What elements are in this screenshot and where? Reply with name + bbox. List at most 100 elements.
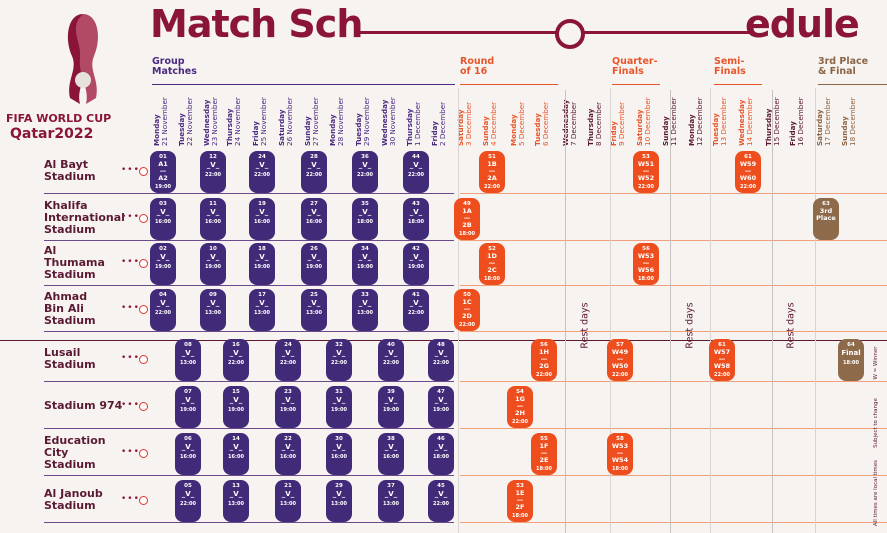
match-card[interactable]: 63 3rd Place: [813, 198, 839, 240]
match-card[interactable]: 56 W53 — W56 18:00: [633, 243, 659, 285]
date-text: 18 December: [848, 97, 857, 146]
match-card[interactable]: 24 _V_ 22:00: [249, 151, 275, 193]
match-teams: _V_: [358, 253, 372, 261]
match-card[interactable]: 53 W51 — W52 22:00: [633, 151, 659, 193]
match-card[interactable]: 30 _V_ 16:00: [326, 433, 352, 475]
row-divider-knockout: [460, 331, 887, 332]
match-card[interactable]: 16 _V_ 22:00: [223, 339, 249, 381]
match-card[interactable]: 45 _V_ 22:00: [428, 480, 454, 522]
match-time: 18:00: [433, 454, 449, 460]
match-teams: _V_: [206, 208, 220, 216]
match-card[interactable]: 25 _V_ 13:00: [301, 289, 327, 331]
match-card[interactable]: 26 _V_ 19:00: [301, 243, 327, 285]
date-column: Wednesday 14 December: [737, 88, 762, 146]
match-card[interactable]: 27 _V_ 16:00: [301, 198, 327, 240]
match-card[interactable]: 10 _V_ 19:00: [200, 243, 226, 285]
match-card[interactable]: 54 1G — 2H 22:00: [507, 386, 533, 428]
match-card[interactable]: 37 _V_ 13:00: [378, 480, 404, 522]
match-card[interactable]: 14 _V_ 16:00: [223, 433, 249, 475]
match-card[interactable]: 18 _V_ 19:00: [249, 243, 275, 285]
match-card[interactable]: 33 _V_ 13:00: [352, 289, 378, 331]
match-card[interactable]: 22 _V_ 16:00: [275, 433, 301, 475]
match-teams: _V_: [332, 349, 346, 357]
match-card[interactable]: 55 1F — 2E 18:00: [531, 433, 557, 475]
match-teams: Final: [841, 349, 861, 357]
match-card[interactable]: 11 _V_ 16:00: [200, 198, 226, 240]
match-card[interactable]: 15 _V_ 19:00: [223, 386, 249, 428]
match-card[interactable]: 31 _V_ 19:00: [326, 386, 352, 428]
date-text: 9 December: [617, 101, 626, 146]
match-time: 13:00: [254, 310, 270, 316]
match-time: 13:00: [180, 360, 196, 366]
match-number: 53: [516, 483, 524, 489]
match-card[interactable]: 19 _V_ 16:00: [249, 198, 275, 240]
match-card[interactable]: 50 1C — 2D 22:00: [454, 289, 480, 331]
match-card[interactable]: 48 _V_ 22:00: [428, 339, 454, 381]
match-teams: _V_: [255, 253, 269, 261]
match-card[interactable]: 61 W57 — W58 22:00: [709, 339, 735, 381]
match-card[interactable]: 46 _V_ 18:00: [428, 433, 454, 475]
stage-divider: [815, 88, 816, 533]
match-teams: _V_: [206, 299, 220, 307]
match-card[interactable]: 58 W53 — W54 18:00: [607, 433, 633, 475]
match-card[interactable]: 05 _V_ 22:00: [175, 480, 201, 522]
match-card[interactable]: 57 W49 — W50 22:00: [607, 339, 633, 381]
match-card[interactable]: 12 _V_ 22:00: [200, 151, 226, 193]
stadium-name: Education City Stadium: [44, 434, 106, 471]
match-card[interactable]: 21 _V_ 13:00: [275, 480, 301, 522]
match-card[interactable]: 03 _V_ 16:00: [150, 198, 176, 240]
match-card[interactable]: 13 _V_ 13:00: [223, 480, 249, 522]
match-card[interactable]: 47 _V_ 19:00: [428, 386, 454, 428]
match-time: 18:00: [512, 513, 528, 519]
match-number: 12: [209, 154, 217, 160]
match-card[interactable]: 36 _V_ 22:00: [352, 151, 378, 193]
match-card[interactable]: 61 W59 — W60 22:00: [735, 151, 761, 193]
match-time: 18:00: [408, 219, 424, 225]
match-card[interactable]: 32 _V_ 22:00: [326, 339, 352, 381]
match-card[interactable]: 23 _V_ 19:00: [275, 386, 301, 428]
match-card[interactable]: 53 1E — 2F 18:00: [507, 480, 533, 522]
match-card[interactable]: 49 1A — 2B 18:00: [454, 198, 480, 240]
match-teams: 3rd Place: [816, 207, 836, 222]
match-teams: _V_: [281, 396, 295, 404]
match-card[interactable]: 07 _V_ 19:00: [175, 386, 201, 428]
match-time: 18:00: [638, 276, 654, 282]
match-card[interactable]: 51 1B — 2A 22:00: [479, 151, 505, 193]
football-icon: [139, 259, 148, 268]
match-card[interactable]: 02 _V_ 19:00: [150, 243, 176, 285]
match-card[interactable]: 04 _V_ 22:00: [150, 289, 176, 331]
match-card[interactable]: 08 _V_ 13:00: [175, 339, 201, 381]
match-teams: _V_: [358, 161, 372, 169]
match-teams: A1 — A2: [158, 160, 168, 182]
match-card[interactable]: 35 _V_ 18:00: [352, 198, 378, 240]
date-text: 21 November: [160, 97, 169, 146]
match-time: 13:00: [357, 310, 373, 316]
match-card[interactable]: 34 _V_ 19:00: [352, 243, 378, 285]
match-time: 18:00: [536, 466, 552, 472]
match-card[interactable]: 64 Final 18:00: [838, 339, 864, 381]
stage-underline: [714, 84, 762, 85]
row-divider-knockout: [460, 475, 887, 476]
match-card[interactable]: 06 _V_ 16:00: [175, 433, 201, 475]
match-card[interactable]: 39 _V_ 19:00: [378, 386, 404, 428]
match-number: 24: [258, 154, 266, 160]
match-card[interactable]: 52 1D — 2C 18:00: [479, 243, 505, 285]
match-card[interactable]: 42 _V_ 19:00: [403, 243, 429, 285]
match-card[interactable]: 28 _V_ 22:00: [301, 151, 327, 193]
match-card[interactable]: 24 _V_ 22:00: [275, 339, 301, 381]
match-time: 16:00: [383, 454, 399, 460]
match-card[interactable]: 01 A1 — A2 19:00: [150, 151, 176, 193]
match-card[interactable]: 40 _V_ 22:00: [378, 339, 404, 381]
match-card[interactable]: 41 _V_ 22:00: [403, 289, 429, 331]
stage-underline: [612, 84, 660, 85]
match-card[interactable]: 09 _V_ 13:00: [200, 289, 226, 331]
dots-icon: •••: [121, 165, 140, 175]
match-card[interactable]: 56 1H — 2G 22:00: [531, 339, 557, 381]
date-column: Tuesday 29 November: [354, 88, 379, 146]
match-card[interactable]: 29 _V_ 13:00: [326, 480, 352, 522]
match-card[interactable]: 43 _V_ 18:00: [403, 198, 429, 240]
match-card[interactable]: 38 _V_ 16:00: [378, 433, 404, 475]
match-teams: _V_: [181, 490, 195, 498]
match-card[interactable]: 44 _V_ 22:00: [403, 151, 429, 193]
match-card[interactable]: 17 _V_ 13:00: [249, 289, 275, 331]
